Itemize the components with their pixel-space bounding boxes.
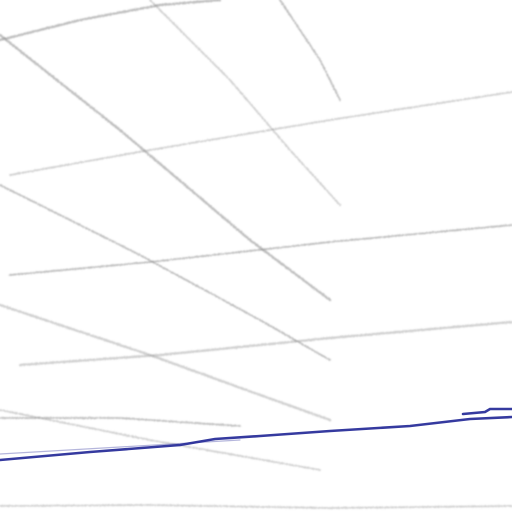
guide-line-diagonal-3: [0, 184, 331, 361]
guide-line-diagonal-5: [279, 0, 341, 101]
ink-stroke-faint: [0, 439, 241, 455]
guide-line-diagonal-4: [0, 303, 332, 422]
guide-line-diagonal-1: [0, 33, 332, 302]
ink-stroke-tail: [461, 407, 512, 416]
guide-line-bottom: [0, 504, 512, 509]
ink-strokes: [0, 407, 512, 462]
guide-line-horizontal-5: [0, 417, 241, 427]
guide-line-diagonal-6: [0, 409, 321, 471]
guide-line-diagonal-2: [149, 0, 341, 206]
guide-line-horizontal-2: [9, 91, 512, 176]
guide-line-horizontal-4: [18, 320, 512, 367]
guide-line-horizontal-3: [9, 224, 512, 276]
guide-line-horizontal-1: [0, 0, 222, 42]
ink-stroke-main: [0, 415, 512, 462]
